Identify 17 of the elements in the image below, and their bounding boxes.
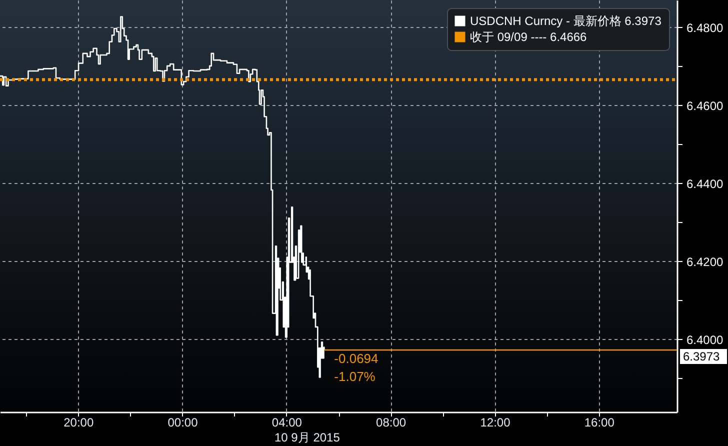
y-tick-label: 6.4200: [686, 254, 724, 269]
annotation: 6.3973: [683, 349, 720, 364]
y-tick-label: 6.4600: [686, 98, 724, 113]
annotation: -0.0694: [334, 350, 378, 366]
x-axis-title: 10 9月 2015: [274, 430, 340, 444]
y-tick-label: 6.4800: [686, 20, 724, 35]
x-tick-label: 04:00: [272, 416, 302, 430]
x-tick-label: 20:00: [64, 416, 94, 430]
y-tick-label: 6.4000: [686, 332, 724, 347]
x-tick-label: 00:00: [168, 416, 198, 430]
x-tick-label: 12:00: [480, 416, 511, 430]
x-tick-label: 08:00: [376, 416, 406, 430]
annotation: -1.07%: [334, 368, 376, 384]
x-tick-label: 16:00: [584, 416, 615, 430]
y-tick-label: 6.4400: [686, 176, 724, 191]
legend-label: 收于 09/09 ---- 6.4666: [470, 30, 588, 44]
legend-label: USDCNH Curncy - 最新价格 6.3973: [470, 14, 662, 28]
